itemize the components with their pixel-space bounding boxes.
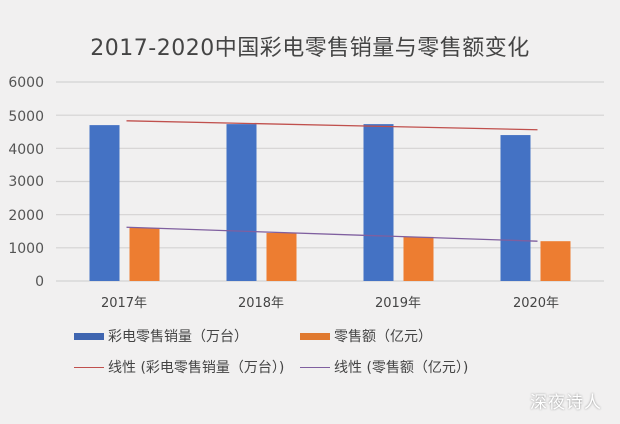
y-tick: 1000 bbox=[8, 241, 44, 257]
bar-sales-revenue bbox=[540, 241, 571, 281]
x-tick: 2017年 bbox=[100, 296, 148, 311]
legend-label: 线性 (彩电零售销量（万台）) bbox=[108, 360, 285, 376]
legend-swatch-blue bbox=[74, 332, 104, 340]
legend-item-trend-revenue: 线性 (零售额（亿元）) bbox=[300, 357, 468, 377]
bar-sales-revenue bbox=[129, 227, 160, 281]
bar-sales-volume bbox=[89, 125, 120, 281]
x-tick: 2019年 bbox=[374, 296, 422, 311]
bar-sales-volume bbox=[363, 124, 394, 281]
bar-sales-revenue bbox=[403, 236, 434, 281]
chart-title: 2017-2020中国彩电零售销量与零售额变化 bbox=[90, 36, 530, 61]
legend-line-red bbox=[74, 366, 104, 368]
y-tick: 3000 bbox=[8, 174, 44, 190]
legend-item-sales-revenue: 零售额（亿元） bbox=[300, 326, 432, 346]
watermark: 深夜诗人 bbox=[530, 393, 602, 413]
y-tick: 4000 bbox=[8, 142, 44, 158]
y-tick: 0 bbox=[35, 274, 44, 290]
legend-line-purple bbox=[300, 366, 330, 368]
legend-swatch-orange bbox=[300, 332, 330, 340]
legend-item-trend-volume: 线性 (彩电零售销量（万台）) bbox=[74, 357, 284, 377]
legend-label: 彩电零售销量（万台） bbox=[108, 329, 248, 345]
legend-item-sales-volume: 彩电零售销量（万台） bbox=[74, 326, 248, 346]
y-tick: 6000 bbox=[8, 75, 44, 91]
trendline-sales-volume bbox=[126, 120, 538, 131]
x-tick: 2018年 bbox=[237, 296, 285, 311]
trendline-sales-revenue bbox=[126, 226, 538, 242]
y-tick: 2000 bbox=[8, 208, 44, 224]
bar-sales-volume bbox=[226, 124, 257, 281]
y-tick: 5000 bbox=[8, 109, 44, 125]
bar-sales-revenue bbox=[266, 232, 297, 281]
bar-sales-volume bbox=[500, 135, 531, 281]
x-tick: 2020年 bbox=[512, 296, 560, 311]
legend-label: 零售额（亿元） bbox=[334, 329, 432, 345]
legend-label: 线性 (零售额（亿元）) bbox=[334, 360, 469, 376]
